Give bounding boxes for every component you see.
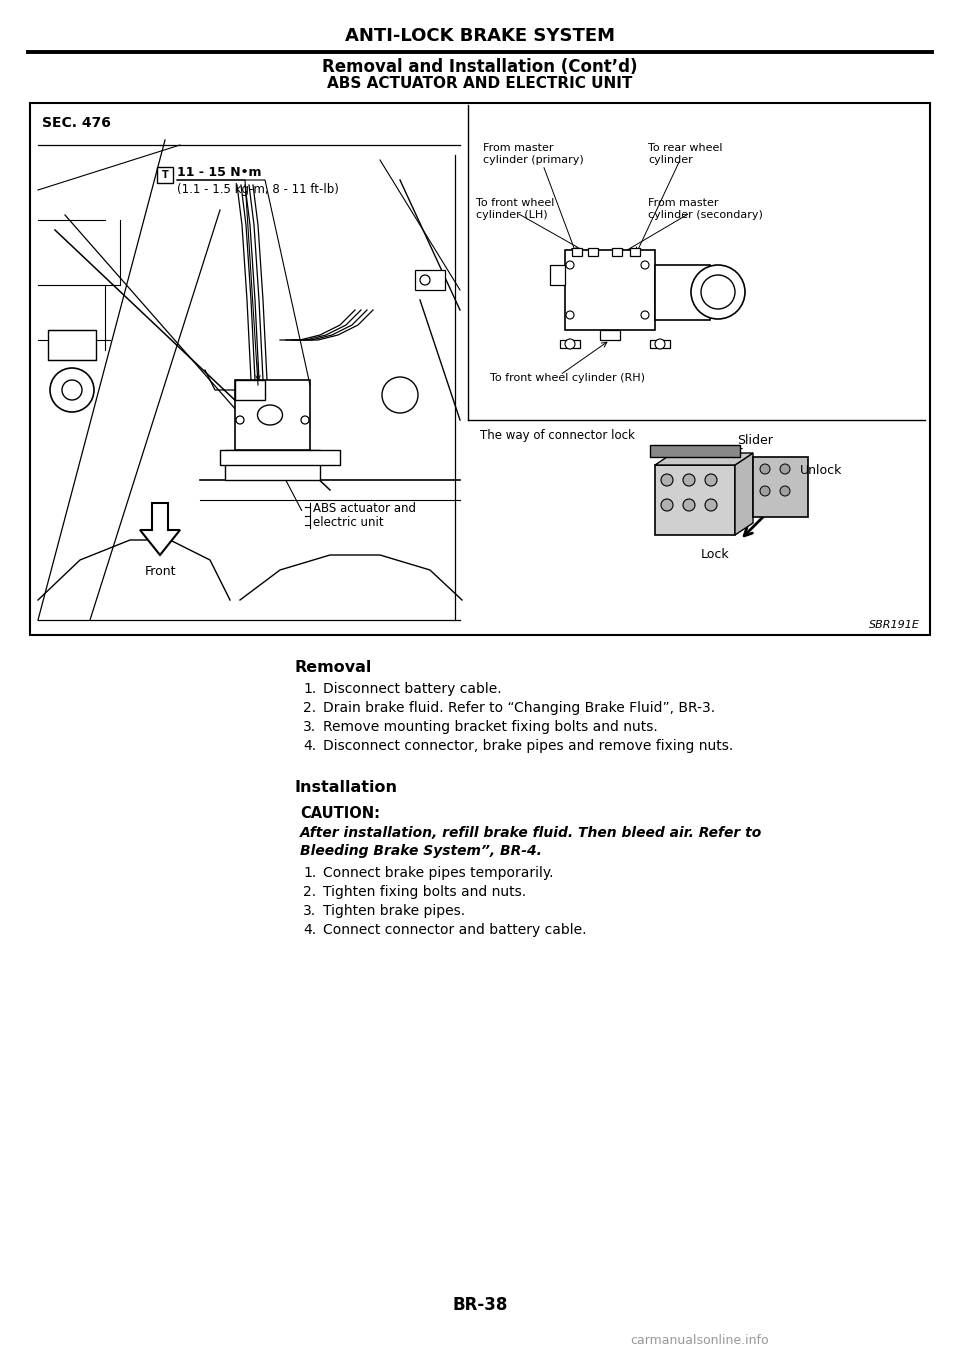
Circle shape	[661, 474, 673, 486]
Circle shape	[566, 311, 574, 319]
Text: CAUTION:: CAUTION:	[300, 807, 380, 822]
Circle shape	[50, 368, 94, 411]
Bar	[588, 249, 598, 257]
Circle shape	[661, 498, 673, 511]
Text: Disconnect connector, brake pipes and remove fixing nuts.: Disconnect connector, brake pipes and re…	[323, 739, 733, 752]
Circle shape	[236, 416, 244, 424]
Text: ABS ACTUATOR AND ELECTRIC UNIT: ABS ACTUATOR AND ELECTRIC UNIT	[327, 76, 633, 91]
Text: Unlock: Unlock	[800, 463, 842, 477]
Bar	[48, 330, 96, 360]
Bar	[655, 265, 710, 320]
Text: Connect brake pipes temporarily.: Connect brake pipes temporarily.	[323, 866, 554, 880]
Text: To front wheel
cylinder (LH): To front wheel cylinder (LH)	[476, 198, 554, 220]
Text: Connect connector and battery cable.: Connect connector and battery cable.	[323, 923, 587, 937]
Bar	[650, 340, 670, 348]
Text: Drain brake fluid. Refer to “Changing Brake Fluid”, BR-3.: Drain brake fluid. Refer to “Changing Br…	[323, 701, 715, 716]
Bar	[30, 103, 930, 636]
Bar	[225, 449, 320, 479]
Text: Disconnect battery cable.: Disconnect battery cable.	[323, 682, 502, 697]
Bar	[753, 458, 808, 517]
Text: Removal: Removal	[295, 660, 372, 675]
Circle shape	[683, 498, 695, 511]
Circle shape	[382, 378, 418, 413]
Bar	[220, 449, 340, 464]
Text: ANTI-LOCK BRAKE SYSTEM: ANTI-LOCK BRAKE SYSTEM	[345, 27, 615, 45]
Bar	[560, 340, 580, 348]
Circle shape	[683, 474, 695, 486]
Text: Remove mounting bracket fixing bolts and nuts.: Remove mounting bracket fixing bolts and…	[323, 720, 658, 735]
Text: Front: Front	[144, 565, 176, 579]
Bar	[415, 270, 445, 291]
Circle shape	[780, 486, 790, 496]
Text: From master
cylinder (secondary): From master cylinder (secondary)	[648, 198, 763, 220]
Text: To front wheel cylinder (RH): To front wheel cylinder (RH)	[490, 373, 645, 383]
Text: BR-38: BR-38	[452, 1296, 508, 1315]
Bar	[565, 250, 655, 330]
Text: Bleeding Brake System”, BR-4.: Bleeding Brake System”, BR-4.	[300, 845, 541, 858]
Bar	[157, 167, 173, 183]
Text: electric unit: electric unit	[313, 516, 384, 528]
Text: SBR191E: SBR191E	[869, 621, 920, 630]
Text: Slider: Slider	[737, 433, 773, 447]
Ellipse shape	[257, 405, 282, 425]
Text: 2.: 2.	[303, 701, 316, 716]
Circle shape	[641, 311, 649, 319]
Polygon shape	[735, 454, 753, 535]
Circle shape	[691, 265, 745, 319]
Text: SEC. 476: SEC. 476	[42, 115, 110, 130]
Circle shape	[62, 380, 82, 401]
Polygon shape	[140, 502, 180, 555]
Bar	[650, 445, 740, 458]
Text: ABS actuator and: ABS actuator and	[313, 501, 416, 515]
Circle shape	[565, 340, 575, 349]
Text: After installation, refill brake fluid. Then bleed air. Refer to: After installation, refill brake fluid. …	[300, 826, 762, 841]
Circle shape	[420, 276, 430, 285]
Bar	[235, 380, 265, 401]
Circle shape	[701, 276, 735, 310]
Circle shape	[760, 486, 770, 496]
Bar	[630, 249, 640, 257]
Text: 3.: 3.	[303, 904, 316, 918]
Bar	[235, 380, 310, 449]
Bar	[612, 249, 622, 257]
Text: 4.: 4.	[303, 923, 316, 937]
Text: T: T	[161, 170, 168, 181]
Circle shape	[641, 261, 649, 269]
Circle shape	[760, 464, 770, 474]
Circle shape	[301, 416, 309, 424]
Text: Removal and Installation (Cont’d): Removal and Installation (Cont’d)	[323, 58, 637, 76]
Bar	[572, 249, 582, 257]
Polygon shape	[655, 454, 753, 464]
Text: Lock: Lock	[701, 549, 730, 561]
Text: 2.: 2.	[303, 885, 316, 899]
Text: Installation: Installation	[295, 779, 398, 794]
Text: (1.1 - 1.5 kg-m, 8 - 11 ft-lb): (1.1 - 1.5 kg-m, 8 - 11 ft-lb)	[177, 182, 339, 196]
Text: To rear wheel
cylinder: To rear wheel cylinder	[648, 143, 723, 164]
Circle shape	[655, 340, 665, 349]
Bar	[550, 265, 565, 285]
Text: 1.: 1.	[303, 866, 316, 880]
Text: 4.: 4.	[303, 739, 316, 752]
Text: The way of connector lock: The way of connector lock	[480, 429, 635, 443]
Text: 1.: 1.	[303, 682, 316, 697]
Circle shape	[566, 261, 574, 269]
Bar	[600, 330, 620, 340]
Text: 3.: 3.	[303, 720, 316, 735]
Circle shape	[705, 498, 717, 511]
Text: carmanualsonline.info: carmanualsonline.info	[631, 1334, 769, 1347]
Text: Tighten brake pipes.: Tighten brake pipes.	[323, 904, 466, 918]
Text: From master
cylinder (primary): From master cylinder (primary)	[483, 143, 584, 164]
Circle shape	[705, 474, 717, 486]
Bar	[655, 464, 735, 535]
Text: 11 - 15 N•m: 11 - 15 N•m	[177, 167, 261, 179]
Text: Tighten fixing bolts and nuts.: Tighten fixing bolts and nuts.	[323, 885, 526, 899]
Circle shape	[780, 464, 790, 474]
